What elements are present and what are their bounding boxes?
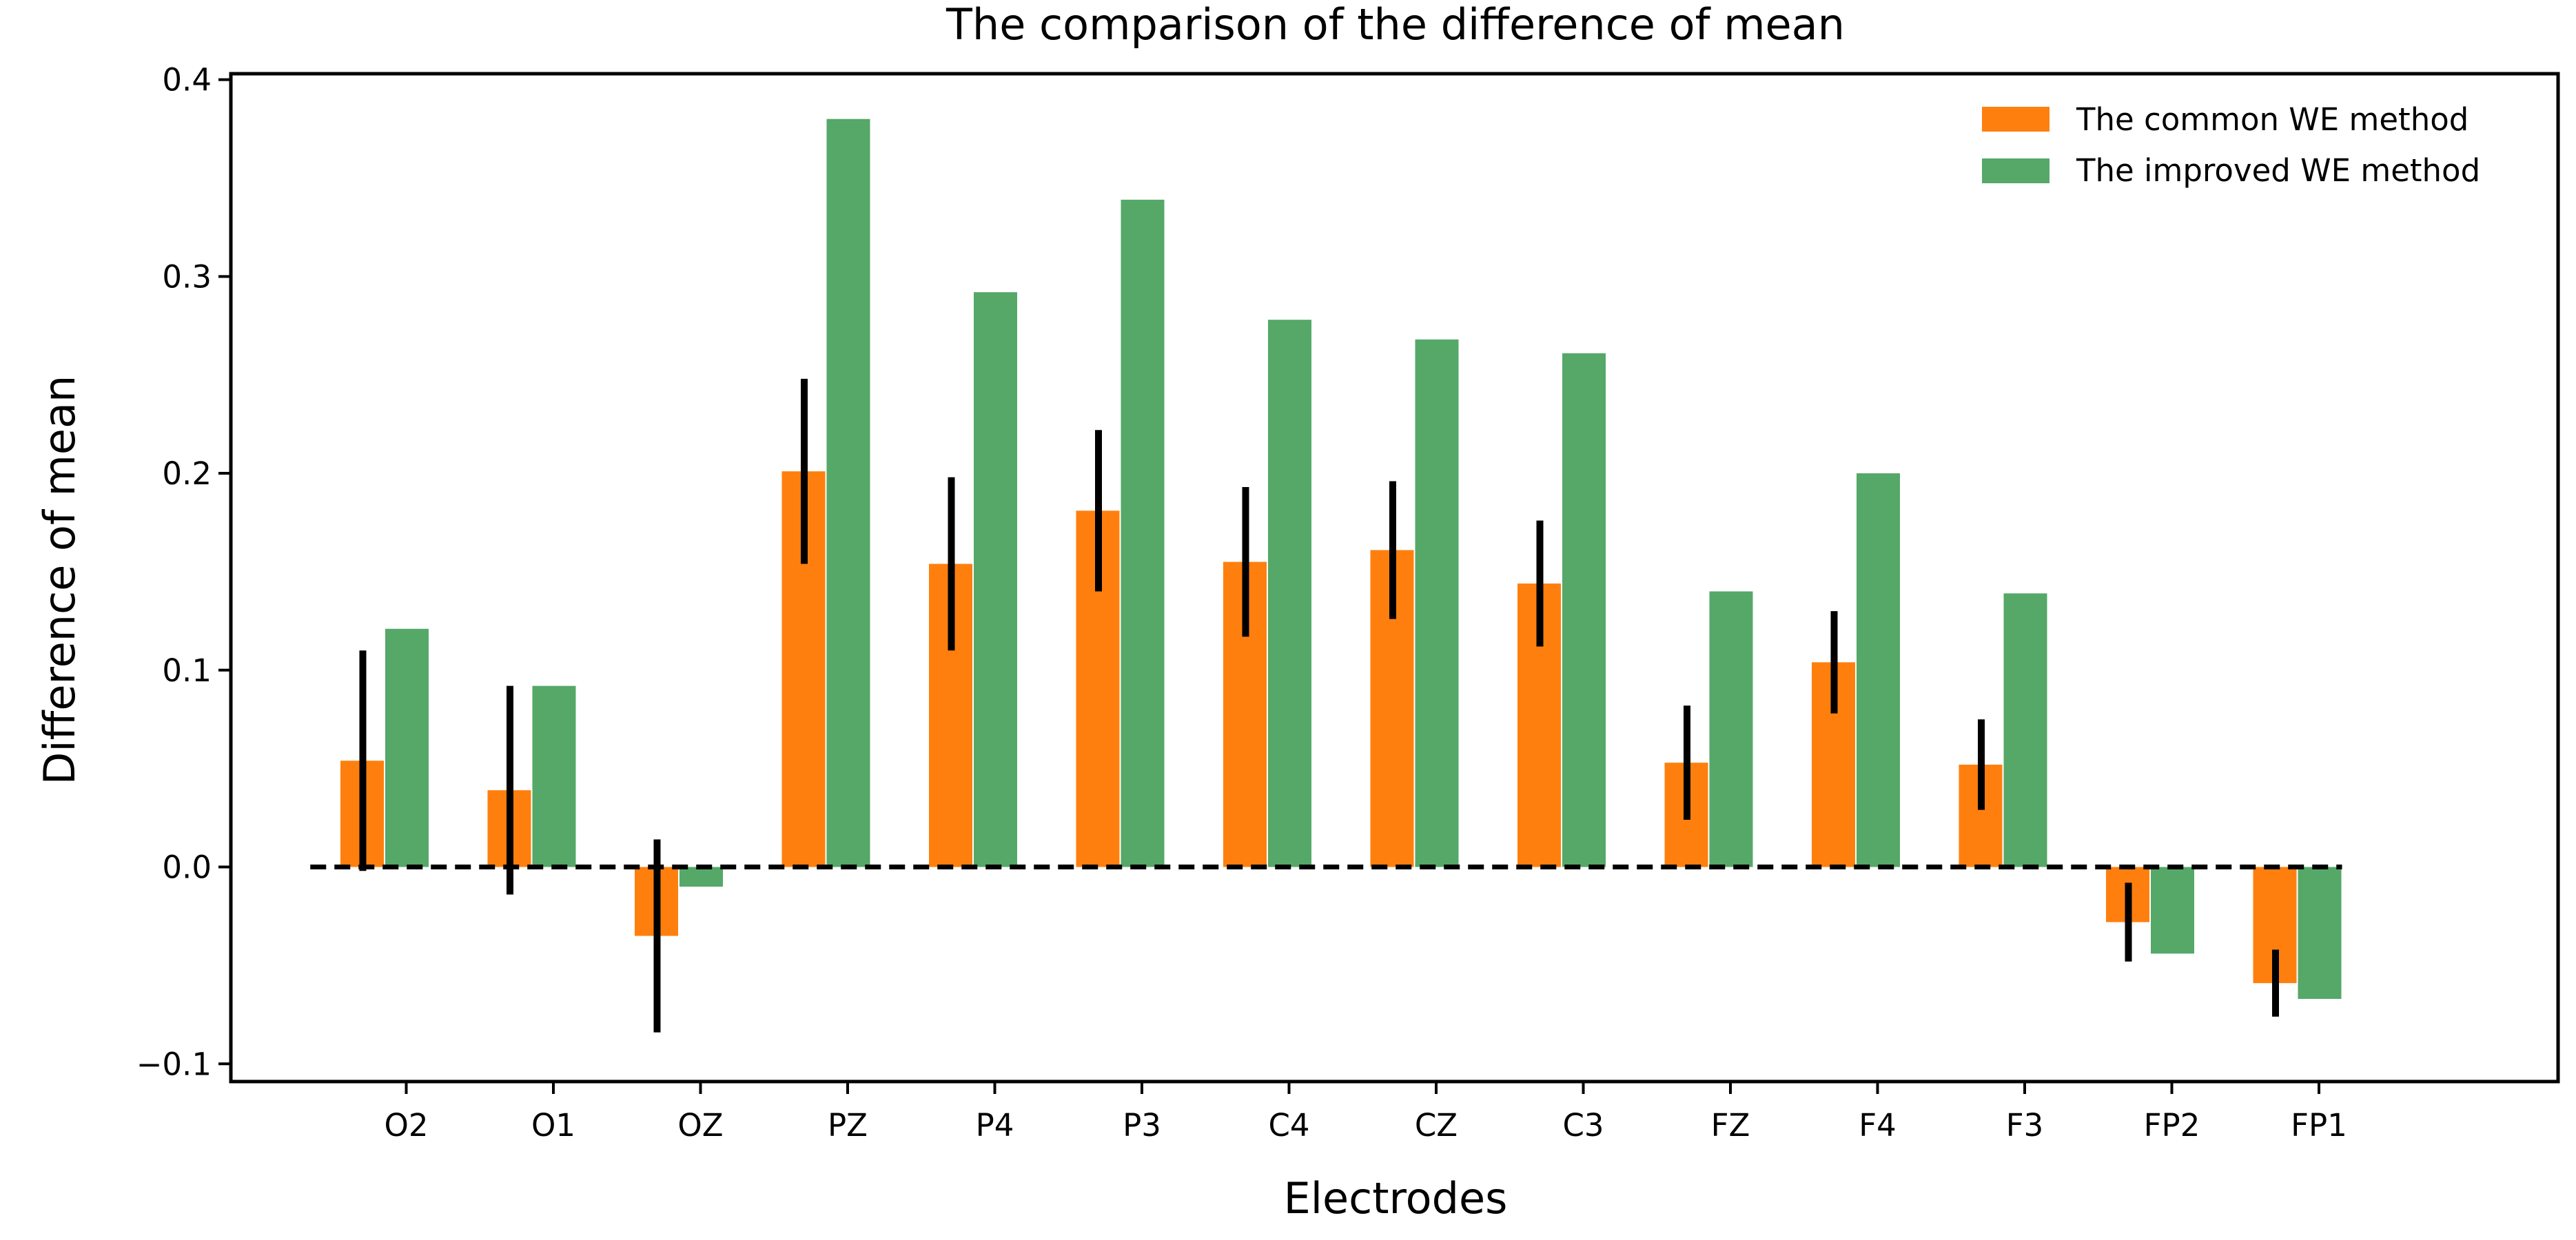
bar-improved-pz <box>826 118 870 867</box>
x-tick-label-fz: FZ <box>1711 1107 1750 1144</box>
bar-improved-c3 <box>1562 353 1606 867</box>
legend-swatch-common <box>1982 107 2049 132</box>
x-tick-label-cz: CZ <box>1415 1107 1458 1144</box>
x-tick-label-p3: P3 <box>1123 1107 1161 1144</box>
bar-improved-cz <box>1415 339 1459 867</box>
x-tick-label-p4: P4 <box>976 1107 1014 1144</box>
x-axis-label: Electrodes <box>1284 1173 1508 1223</box>
bar-improved-o2 <box>385 628 429 867</box>
bar-improved-oz <box>679 867 723 887</box>
x-tick-label-oz: OZ <box>677 1107 723 1144</box>
error-bars-layer <box>359 378 2279 1033</box>
legend-label-common: The common WE method <box>2076 101 2468 138</box>
x-tick-label-c3: C3 <box>1562 1107 1604 1144</box>
y-tick-label: 0.3 <box>162 258 212 295</box>
chart-title: The comparison of the difference of mean <box>945 0 1845 50</box>
legend-swatch-improved <box>1982 158 2049 183</box>
bar-improved-p3 <box>1121 199 1165 867</box>
bars-layer <box>340 118 2342 999</box>
plot-area-frame <box>229 72 2560 1084</box>
y-tick-label: −0.1 <box>136 1046 212 1082</box>
bar-improved-fz <box>1709 591 1753 867</box>
x-tick-label-f3: F3 <box>2006 1107 2044 1144</box>
y-tick-label: 0.0 <box>162 849 212 886</box>
legend-label-improved: The improved WE method <box>2076 152 2480 189</box>
legend: The common WE method The improved WE met… <box>1982 101 2480 189</box>
bar-improved-fp1 <box>2298 867 2342 999</box>
bar-improved-c4 <box>1268 320 1311 867</box>
bar-improved-p4 <box>974 292 1017 867</box>
x-tick-label-fp1: FP1 <box>2291 1107 2347 1144</box>
bar-improved-f3 <box>2003 593 2047 867</box>
y-axis-ticks: −0.1 0.0 0.1 0.2 0.3 0.4 <box>136 62 231 1082</box>
x-tick-label-pz: PZ <box>828 1107 868 1144</box>
y-axis-label: Difference of mean <box>34 375 85 785</box>
bar-improved-o1 <box>532 685 576 867</box>
x-tick-label-o1: O1 <box>531 1107 575 1144</box>
bar-improved-fp2 <box>2151 867 2194 954</box>
x-tick-label-fp2: FP2 <box>2144 1107 2200 1144</box>
x-tick-label-f4: F4 <box>1859 1107 1897 1144</box>
y-tick-label: 0.2 <box>162 455 212 492</box>
y-tick-label: 0.4 <box>162 62 212 99</box>
y-tick-label: 0.1 <box>162 652 212 689</box>
x-axis-ticks: O2 O1 OZ PZ P4 P3 C4 CZ C3 FZ F4 F3 FP2 FP1 <box>384 1082 2347 1144</box>
bar-improved-f4 <box>1857 473 1900 867</box>
x-tick-label-c4: C4 <box>1268 1107 1309 1144</box>
x-tick-label-o2: O2 <box>384 1107 428 1144</box>
